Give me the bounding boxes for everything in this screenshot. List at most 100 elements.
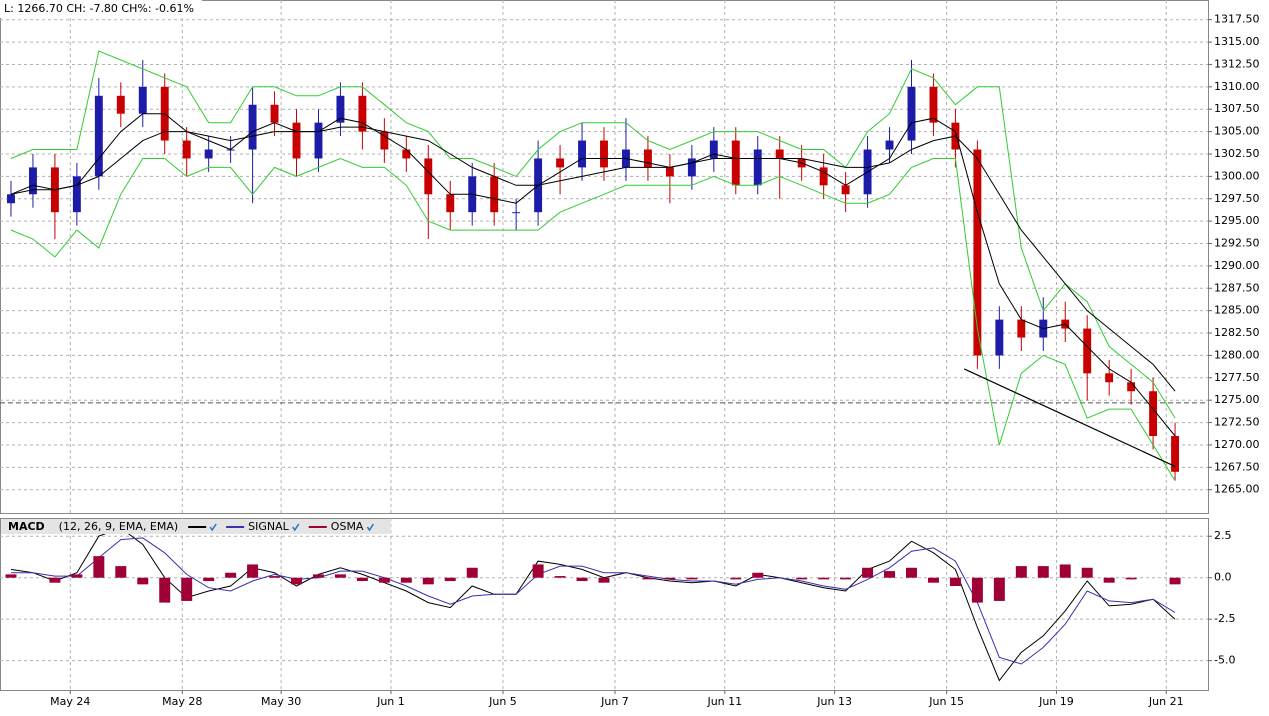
y-tick-label: -5.0 [1214, 654, 1235, 667]
histogram-bar [818, 577, 830, 580]
histogram-bar [1059, 564, 1071, 578]
panel-frame [0, 0, 1209, 514]
y-tick-label: 1282.50 [1214, 326, 1260, 339]
histogram-bar [444, 577, 456, 582]
y-tick-label: 1285.00 [1214, 304, 1260, 317]
y-tick-label: 1290.00 [1214, 259, 1260, 272]
histogram-bar [71, 574, 83, 578]
x-tick-label: Jun 7 [600, 695, 629, 708]
legend-subtitle: (12, 26, 9, EMA, EMA) [59, 520, 178, 533]
histogram-bar [927, 577, 939, 583]
y-tick-label: 1312.50 [1214, 57, 1260, 70]
histogram-bar [203, 577, 215, 582]
x-tick-label: May 24 [50, 695, 90, 708]
histogram-bar [1169, 577, 1181, 585]
panel-frame [0, 518, 1209, 691]
histogram-bar [1103, 577, 1115, 583]
candle-body [995, 319, 1004, 356]
histogram-bar [269, 576, 281, 578]
y-tick-label: 1267.50 [1214, 460, 1260, 473]
indicator-line [10, 527, 1176, 682]
histogram-bar [1125, 577, 1137, 580]
histogram-bar [664, 577, 676, 580]
histogram-bar [971, 577, 983, 603]
candle-body [578, 140, 586, 168]
histogram-bar [884, 571, 896, 578]
candle-body [643, 149, 652, 168]
histogram-bar [554, 576, 566, 578]
candle-body [885, 140, 894, 150]
histogram-bar [291, 577, 302, 585]
x-tick-label: Jun 11 [706, 695, 742, 708]
legend-check [366, 523, 375, 532]
histogram-bar [993, 577, 1005, 601]
x-tick-label: Jun 19 [1038, 695, 1074, 708]
y-tick-label: 1297.50 [1214, 192, 1260, 205]
candle-body [775, 149, 784, 159]
candle-body [709, 140, 718, 159]
x-tick-label: Jun 1 [376, 695, 405, 708]
y-tick-label: 0.0 [1214, 571, 1232, 584]
candle-body [204, 149, 213, 159]
candle-body [138, 86, 147, 114]
title-bg [0, 0, 202, 18]
y-tick-label: 1280.00 [1214, 348, 1260, 361]
histogram-bar [840, 577, 852, 580]
y-tick-label: 1295.00 [1214, 214, 1260, 227]
histogram-bar [1081, 567, 1093, 578]
histogram-bar [225, 572, 237, 578]
y-tick-label: 1307.50 [1214, 102, 1260, 115]
overlay-line [10, 50, 1176, 419]
candle-body [753, 149, 762, 186]
histogram-bar [115, 566, 127, 578]
indicator-line [11, 537, 1176, 665]
candle-body [1017, 319, 1026, 338]
candle-body [929, 86, 938, 123]
candle-body [358, 95, 367, 132]
candle-body [907, 86, 916, 141]
candle-body [28, 167, 37, 195]
histogram-bar [312, 574, 324, 578]
candle-body [490, 176, 499, 213]
candle-body [819, 167, 828, 186]
y-tick-label: 1315.00 [1214, 35, 1260, 48]
candle-body [600, 140, 608, 168]
histogram-bar [949, 577, 961, 587]
y-tick-label: 1265.00 [1214, 483, 1260, 496]
candle-body [94, 95, 103, 177]
y-tick-label: 1277.50 [1214, 371, 1260, 384]
histogram-bar [247, 564, 259, 578]
histogram-bar [137, 577, 149, 585]
histogram-bar [576, 577, 588, 582]
legend-title: MACD [8, 520, 45, 533]
candle-body [248, 104, 257, 150]
y-tick-label: 1305.00 [1214, 125, 1260, 138]
candle-body [116, 95, 125, 114]
candle-body [731, 140, 740, 186]
y-tick-label: 1310.00 [1214, 80, 1260, 93]
y-tick-label: 1287.50 [1214, 281, 1260, 294]
candle-body [1149, 391, 1158, 437]
candle-body [1171, 436, 1180, 472]
histogram-bar [906, 567, 917, 578]
histogram-bar [862, 567, 874, 578]
y-tick-label: 1275.00 [1214, 393, 1260, 406]
histogram-bar [356, 577, 368, 582]
chart-title: L: 1266.70 CH: -7.80 CH%: -0.61% [4, 2, 194, 15]
histogram-bar [730, 577, 742, 580]
overlay-line [10, 126, 1176, 392]
histogram-bar [378, 577, 390, 583]
y-tick-label: 1300.00 [1214, 169, 1260, 182]
candle-body [556, 158, 565, 168]
histogram-bar [400, 577, 412, 583]
histogram-bar [796, 577, 808, 580]
x-tick-label: Jun 15 [928, 695, 964, 708]
histogram-bar [5, 574, 17, 578]
candle-body [336, 95, 345, 123]
y-tick-label: 1270.00 [1214, 438, 1260, 451]
candle-body [380, 131, 389, 150]
x-tick-label: Jun 21 [1148, 695, 1184, 708]
candle-body [72, 176, 81, 213]
